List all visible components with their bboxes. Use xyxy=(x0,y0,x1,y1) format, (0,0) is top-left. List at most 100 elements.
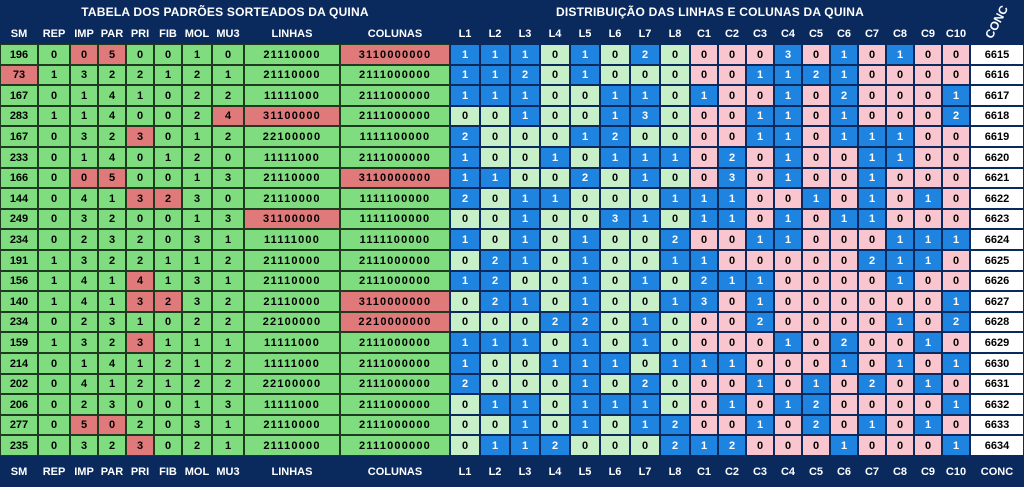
cell-c10: 1 xyxy=(942,435,970,456)
cell-mu3: 2 xyxy=(212,126,244,147)
cell-linhas: 11111000 xyxy=(244,147,340,168)
cell-rep: 0 xyxy=(38,353,70,374)
cell-mu3: 1 xyxy=(212,65,244,85)
cell-l8: 0 xyxy=(660,271,690,291)
cell-c1: 0 xyxy=(690,126,718,147)
cell-conc: 6623 xyxy=(970,209,1024,229)
top-header-fib: FIB xyxy=(154,24,182,44)
cell-c9: 0 xyxy=(914,271,942,291)
cell-sm: 166 xyxy=(0,168,38,188)
cell-l7: 0 xyxy=(630,291,660,312)
cell-c4: 0 xyxy=(774,435,802,456)
cell-fib: 2 xyxy=(154,188,182,209)
cell-l6: 0 xyxy=(600,250,630,271)
cell-fib: 0 xyxy=(154,85,182,106)
cell-fib: 0 xyxy=(154,415,182,435)
cell-c5: 0 xyxy=(802,126,830,147)
cell-l4: 0 xyxy=(540,126,570,147)
cell-c9: 0 xyxy=(914,126,942,147)
top-header-c7: C7 xyxy=(858,24,886,44)
cell-sm: 159 xyxy=(0,332,38,353)
bottom-header-l6: L6 xyxy=(600,456,630,487)
cell-linhas: 11111000 xyxy=(244,229,340,250)
cell-c3: 0 xyxy=(746,353,774,374)
cell-par: 3 xyxy=(98,229,126,250)
cell-c8: 1 xyxy=(886,229,914,250)
cell-l1: 1 xyxy=(450,332,480,353)
cell-l8: 0 xyxy=(660,168,690,188)
cell-c10: 0 xyxy=(942,188,970,209)
cell-l1: 2 xyxy=(450,188,480,209)
cell-mol: 3 xyxy=(182,188,212,209)
cell-pri: 0 xyxy=(126,168,154,188)
cell-linhas: 11111000 xyxy=(244,85,340,106)
cell-c8: 0 xyxy=(886,415,914,435)
cell-fib: 0 xyxy=(154,126,182,147)
left-title: TABELA DOS PADRÕES SORTEADOS DA QUINA xyxy=(0,0,450,24)
cell-conc: 6625 xyxy=(970,250,1024,271)
cell-mol: 1 xyxy=(182,168,212,188)
cell-c6: 0 xyxy=(830,374,858,394)
top-header-c10: C10 xyxy=(942,24,970,44)
cell-colunas: 2111000000 xyxy=(340,65,450,85)
cell-c8: 0 xyxy=(886,394,914,415)
cell-sm: 191 xyxy=(0,250,38,271)
cell-l2: 0 xyxy=(480,188,510,209)
cell-c8: 1 xyxy=(886,250,914,271)
cell-mu3: 1 xyxy=(212,332,244,353)
cell-mu3: 0 xyxy=(212,44,244,65)
cell-c10: 2 xyxy=(942,312,970,332)
bottom-header-linhas: LINHAS xyxy=(244,456,340,487)
cell-c5: 0 xyxy=(802,332,830,353)
cell-c3: 1 xyxy=(746,291,774,312)
cell-l2: 0 xyxy=(480,209,510,229)
cell-c2: 0 xyxy=(718,44,746,65)
cell-l4: 0 xyxy=(540,168,570,188)
cell-l3: 0 xyxy=(510,168,540,188)
cell-l5: 0 xyxy=(570,85,600,106)
cell-mol: 1 xyxy=(182,250,212,271)
cell-c8: 0 xyxy=(886,188,914,209)
cell-c10: 0 xyxy=(942,250,970,271)
cell-l5: 1 xyxy=(570,415,600,435)
cell-mol: 1 xyxy=(182,394,212,415)
cell-c2: 1 xyxy=(718,394,746,415)
cell-fib: 0 xyxy=(154,209,182,229)
cell-imp: 0 xyxy=(70,168,98,188)
cell-c8: 0 xyxy=(886,291,914,312)
cell-linhas: 21110000 xyxy=(244,250,340,271)
cell-l7: 1 xyxy=(630,312,660,332)
cell-l8: 0 xyxy=(660,85,690,106)
cell-linhas: 11111000 xyxy=(244,332,340,353)
cell-rep: 0 xyxy=(38,44,70,65)
cell-l1: 1 xyxy=(450,85,480,106)
cell-par: 1 xyxy=(98,291,126,312)
bottom-header-c8: C8 xyxy=(886,456,914,487)
cell-c10: 0 xyxy=(942,147,970,168)
cell-l5: 1 xyxy=(570,250,600,271)
cell-l3: 1 xyxy=(510,229,540,250)
cell-l8: 0 xyxy=(660,44,690,65)
top-header-linhas: LINHAS xyxy=(244,24,340,44)
cell-mol: 2 xyxy=(182,312,212,332)
cell-pri: 0 xyxy=(126,106,154,126)
cell-l5: 1 xyxy=(570,394,600,415)
cell-c2: 1 xyxy=(718,271,746,291)
cell-l3: 1 xyxy=(510,435,540,456)
cell-mu3: 0 xyxy=(212,188,244,209)
cell-l2: 1 xyxy=(480,85,510,106)
cell-c4: 1 xyxy=(774,126,802,147)
cell-l4: 0 xyxy=(540,250,570,271)
cell-c9: 0 xyxy=(914,312,942,332)
cell-l8: 1 xyxy=(660,147,690,168)
cell-l7: 1 xyxy=(630,271,660,291)
bottom-header-c5: C5 xyxy=(802,456,830,487)
cell-fib: 2 xyxy=(154,353,182,374)
cell-fib: 1 xyxy=(154,65,182,85)
cell-c7: 2 xyxy=(858,250,886,271)
cell-l3: 0 xyxy=(510,312,540,332)
cell-l1: 0 xyxy=(450,250,480,271)
cell-l7: 2 xyxy=(630,44,660,65)
cell-rep: 1 xyxy=(38,332,70,353)
cell-c3: 0 xyxy=(746,85,774,106)
